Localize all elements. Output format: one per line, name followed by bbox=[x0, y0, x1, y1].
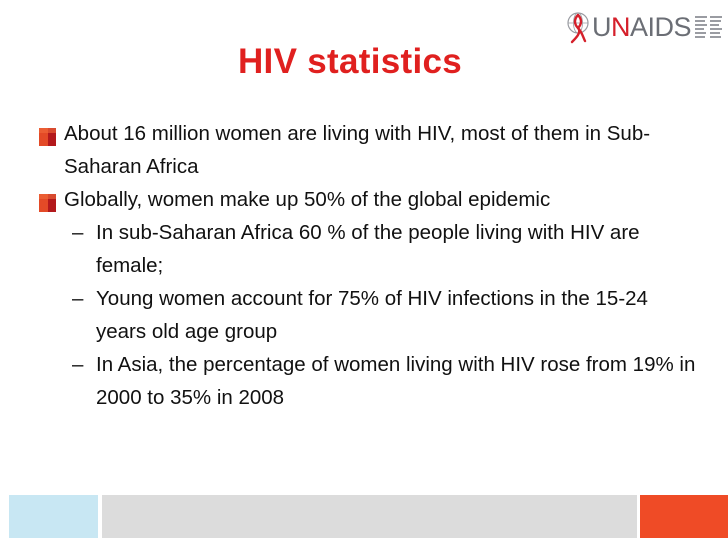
sub-bullet-item: – In sub-Saharan Africa 60 % of the peop… bbox=[0, 216, 728, 282]
wordmark-n: N bbox=[611, 11, 631, 42]
bullet-item: Globally, women make up 50% of the globa… bbox=[0, 183, 728, 216]
wordmark-u: U bbox=[592, 11, 612, 42]
footer-middle-block bbox=[102, 495, 637, 538]
cosponsor-fine-print bbox=[695, 16, 723, 38]
sub-bullet-text: In Asia, the percentage of women living … bbox=[96, 353, 696, 409]
bullet-text: Globally, women make up 50% of the globa… bbox=[64, 188, 551, 211]
bullet-square-icon bbox=[39, 128, 56, 146]
unaids-wordmark: U N AIDS bbox=[592, 11, 692, 42]
sub-bullet-item: – Young women account for 75% of HIV inf… bbox=[0, 282, 728, 348]
slide-body: About 16 million women are living with H… bbox=[0, 117, 728, 414]
footer-right-block bbox=[640, 495, 728, 538]
footer-left-block bbox=[9, 495, 98, 538]
bullet-item: About 16 million women are living with H… bbox=[0, 117, 728, 183]
dash-marker: – bbox=[72, 353, 84, 376]
dash-marker: – bbox=[72, 287, 84, 310]
sub-bullet-text: Young women account for 75% of HIV infec… bbox=[96, 287, 648, 343]
dash-marker: – bbox=[72, 221, 84, 244]
slide-title: HIV statistics bbox=[237, 42, 462, 81]
unaids-ribbon-globe-icon bbox=[567, 12, 589, 44]
wordmark-rest: AIDS bbox=[630, 11, 692, 42]
sub-bullet-item: – In Asia, the percentage of women livin… bbox=[0, 348, 728, 414]
sub-bullet-text: In sub-Saharan Africa 60 % of the people… bbox=[96, 221, 640, 277]
bullet-text: About 16 million women are living with H… bbox=[64, 122, 651, 178]
unaids-logo: U N AIDS bbox=[566, 9, 723, 45]
bullet-square-icon bbox=[39, 194, 56, 212]
footer-bar bbox=[0, 495, 728, 538]
